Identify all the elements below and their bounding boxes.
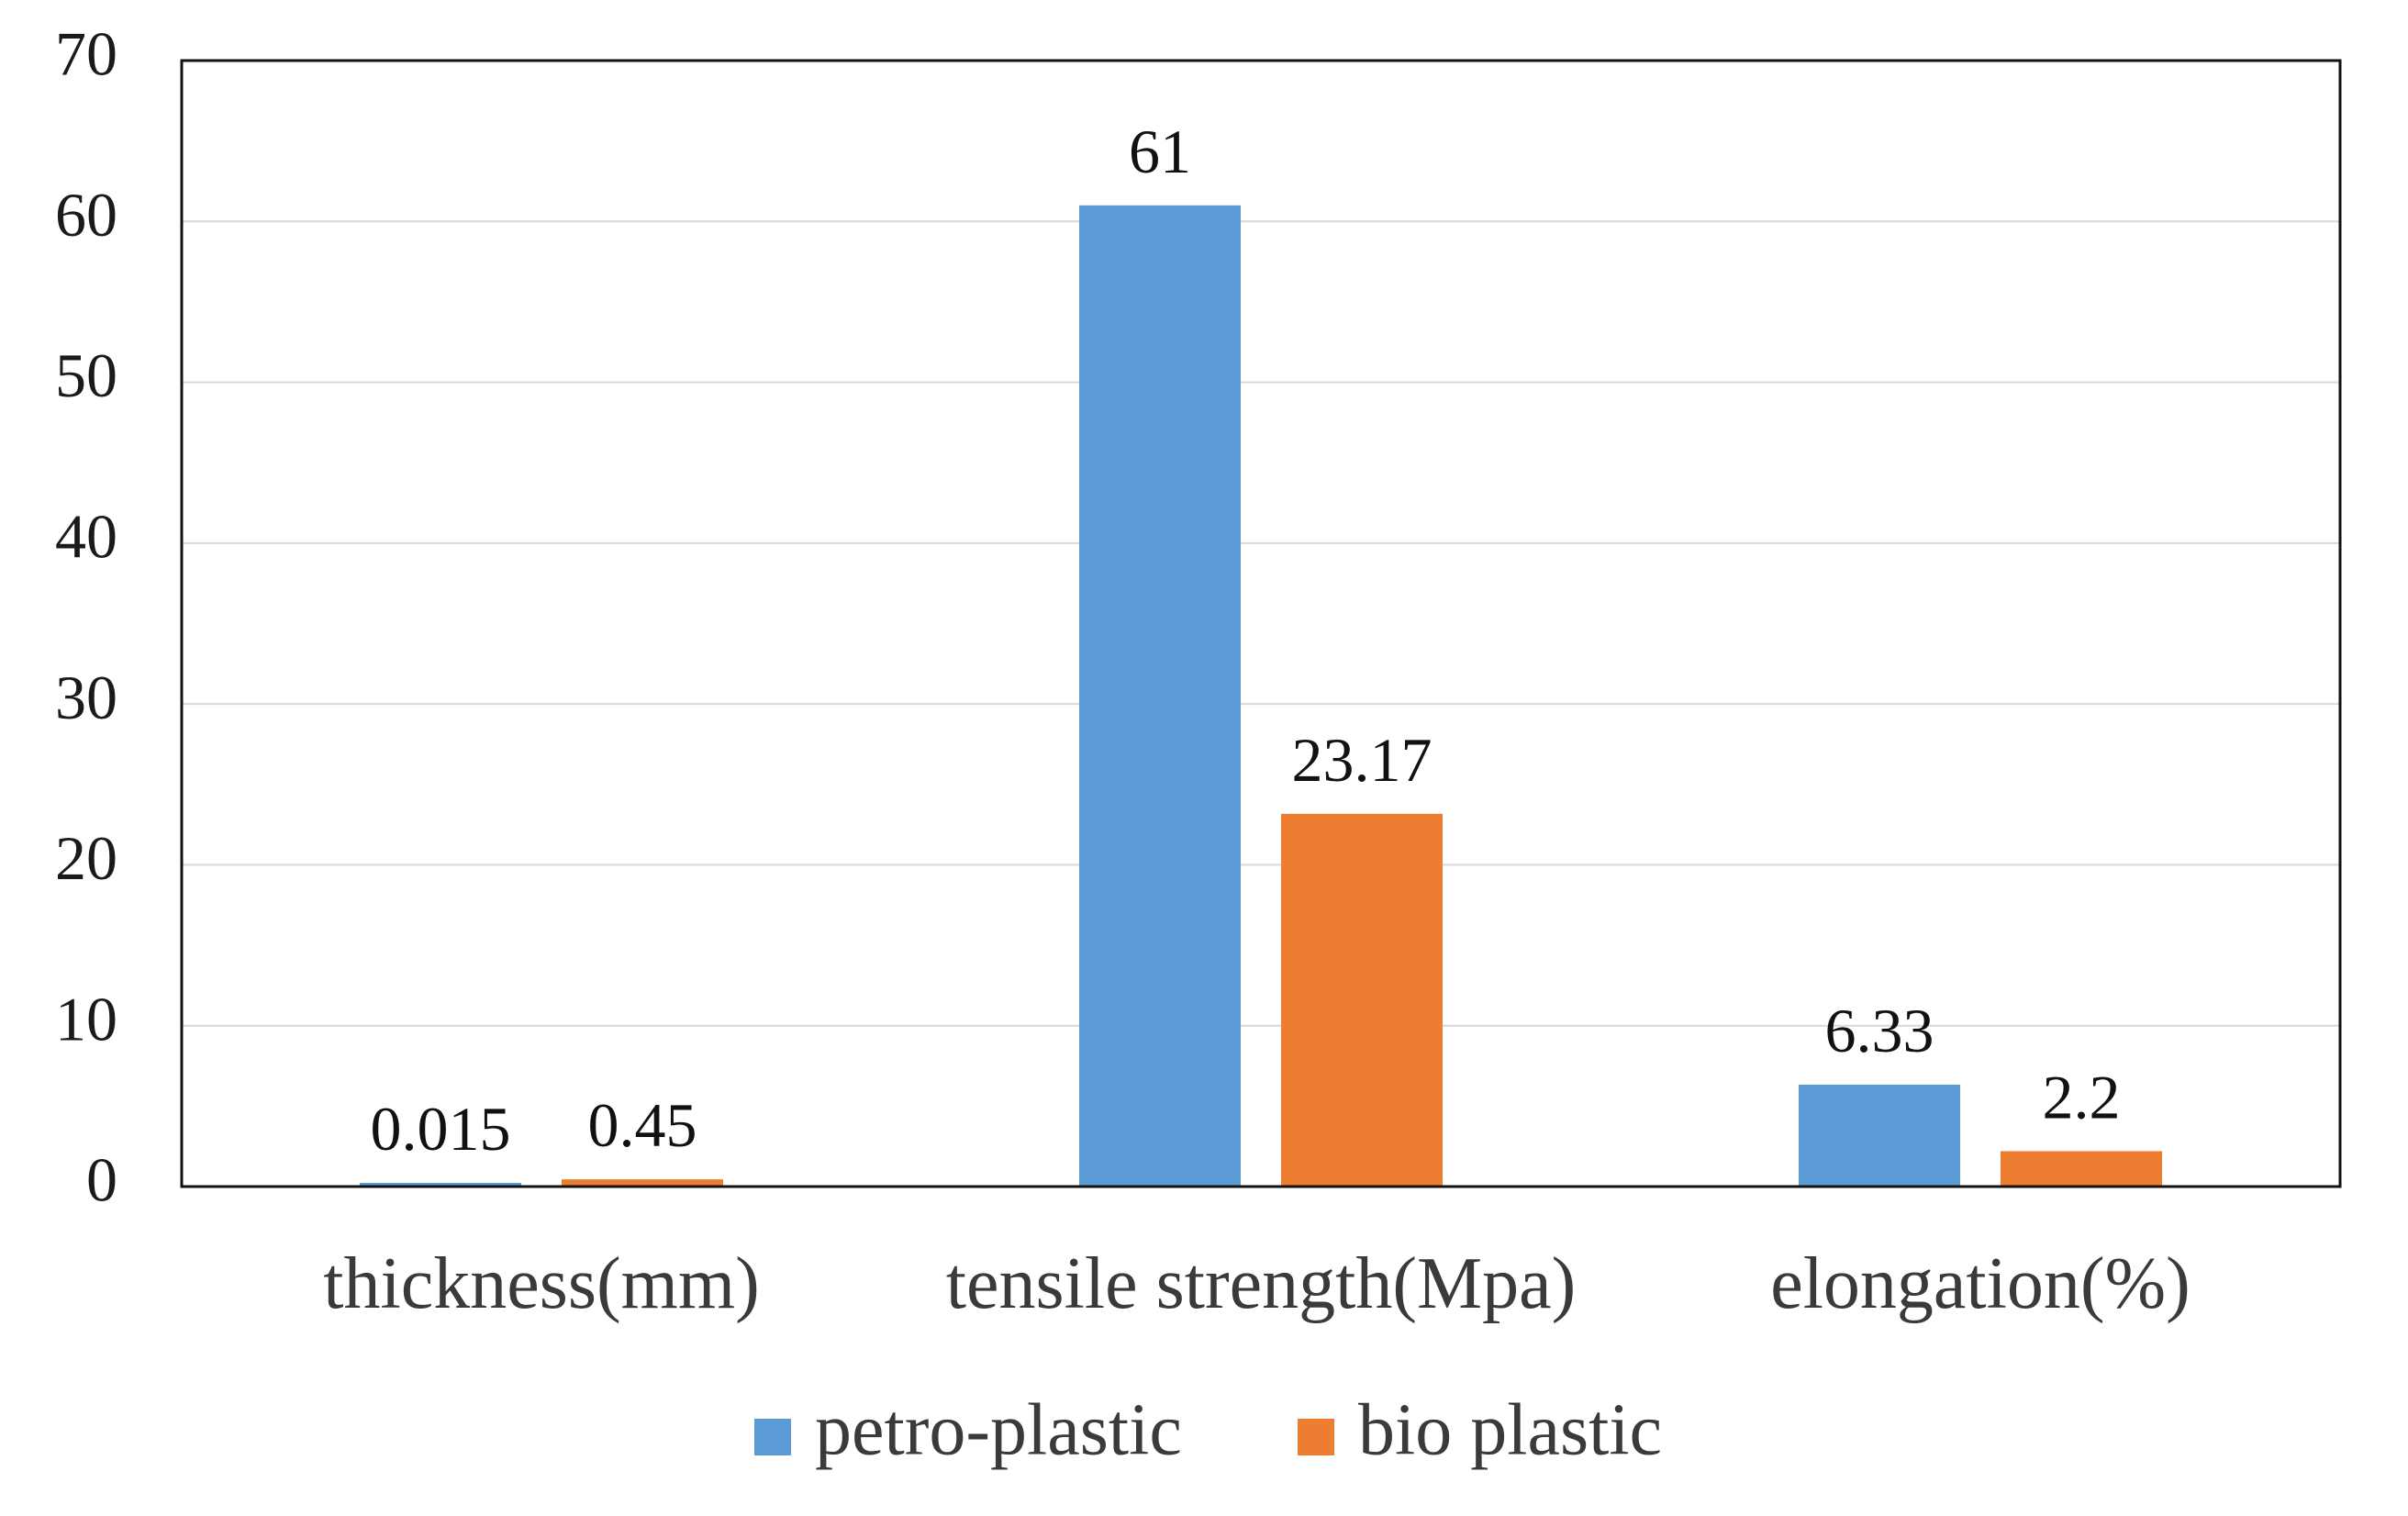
x-category-label: tensile strength(Mpa) [946, 1243, 1576, 1324]
y-axis-ticks: 0 10 20 30 40 50 60 70 [55, 19, 117, 1215]
y-tick-label: 40 [55, 501, 117, 571]
data-label: 0.45 [588, 1090, 697, 1160]
legend-label: bio plastic [1358, 1389, 1662, 1470]
y-tick-label: 50 [55, 340, 117, 410]
bars [360, 205, 2162, 1187]
legend-label: petro-plastic [815, 1389, 1182, 1470]
gridlines [182, 220, 2340, 1027]
data-label: 61 [1129, 117, 1191, 186]
legend: petro-plastic bio plastic [754, 1389, 1662, 1470]
x-axis-categories: thickness(mm) tensile strength(Mpa) elonga… [323, 1243, 2191, 1324]
data-label: 2.2 [2043, 1062, 2121, 1131]
y-tick-label: 30 [55, 663, 117, 732]
y-tick-label: 20 [55, 823, 117, 893]
y-tick-label: 0 [86, 1145, 117, 1215]
data-label: 6.33 [1825, 996, 1934, 1065]
x-category-label: thickness(mm) [323, 1243, 759, 1324]
bar [360, 1183, 521, 1187]
legend-swatch [1298, 1419, 1334, 1455]
bar [1281, 813, 1443, 1187]
bar [2001, 1151, 2162, 1187]
plot-area-frame [180, 59, 2342, 1188]
legend-swatch [754, 1419, 791, 1455]
bar [1799, 1085, 1960, 1187]
data-label: 23.17 [1292, 725, 1433, 795]
x-category-label: elongation(%) [1770, 1243, 2191, 1324]
bar [562, 1179, 723, 1187]
y-tick-label: 70 [55, 19, 117, 89]
y-tick-label: 10 [55, 984, 117, 1053]
data-labels: 0.015 0.45 61 23.17 6.33 2.2 [371, 117, 2121, 1164]
data-label: 0.015 [371, 1094, 511, 1164]
bar [1079, 205, 1241, 1187]
y-tick-label: 60 [55, 180, 117, 250]
